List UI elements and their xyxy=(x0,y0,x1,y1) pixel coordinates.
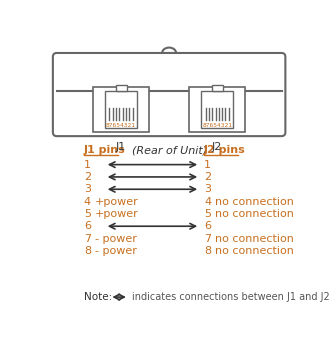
Text: no connection: no connection xyxy=(215,246,294,256)
Text: J2: J2 xyxy=(212,142,222,152)
Bar xyxy=(201,91,233,128)
Text: 2: 2 xyxy=(204,172,211,182)
Text: Note:: Note: xyxy=(84,292,112,302)
Text: J1 pins: J1 pins xyxy=(84,145,126,155)
Text: 8: 8 xyxy=(84,246,91,256)
Text: 6: 6 xyxy=(84,221,91,231)
Text: +power: +power xyxy=(95,209,139,219)
Text: 7: 7 xyxy=(84,233,91,243)
Bar xyxy=(105,91,137,128)
Text: 5: 5 xyxy=(204,209,211,219)
Text: 6: 6 xyxy=(204,221,211,231)
Text: 87654321: 87654321 xyxy=(106,123,136,128)
Bar xyxy=(212,84,223,92)
Text: 8: 8 xyxy=(204,246,211,256)
Text: 1: 1 xyxy=(204,160,211,170)
FancyBboxPatch shape xyxy=(53,53,285,136)
Bar xyxy=(115,84,126,92)
Text: no connection: no connection xyxy=(215,233,294,243)
Text: 2: 2 xyxy=(84,172,91,182)
Text: 4: 4 xyxy=(84,197,91,207)
Text: 1: 1 xyxy=(84,160,91,170)
Text: indicates connections between J1 and J2: indicates connections between J1 and J2 xyxy=(132,292,330,302)
Text: - power: - power xyxy=(95,233,137,243)
Text: 5: 5 xyxy=(84,209,91,219)
Text: - power: - power xyxy=(95,246,137,256)
Text: 3: 3 xyxy=(84,184,91,194)
Text: 7: 7 xyxy=(204,233,211,243)
Text: 87654321: 87654321 xyxy=(202,123,232,128)
Text: J1: J1 xyxy=(116,142,126,152)
Bar xyxy=(93,87,149,131)
Bar xyxy=(189,87,245,131)
Text: 3: 3 xyxy=(204,184,211,194)
Text: +power: +power xyxy=(95,197,139,207)
Text: (Rear of Unit): (Rear of Unit) xyxy=(132,145,207,155)
Text: no connection: no connection xyxy=(215,197,294,207)
Text: J2 pins: J2 pins xyxy=(204,145,246,155)
Text: no connection: no connection xyxy=(215,209,294,219)
Text: 4: 4 xyxy=(204,197,211,207)
